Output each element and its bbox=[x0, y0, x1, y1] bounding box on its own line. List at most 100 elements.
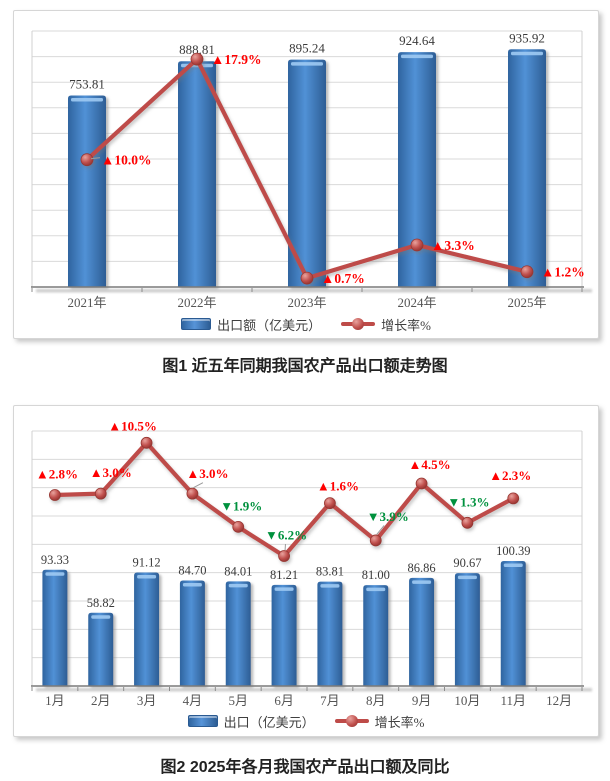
bar bbox=[179, 580, 205, 686]
bar bbox=[317, 581, 343, 686]
legend-item-export: 出口（亿美元） bbox=[187, 712, 315, 731]
value-label: 90.67 bbox=[453, 556, 481, 570]
bar-highlight bbox=[291, 62, 323, 66]
line-marker bbox=[49, 489, 61, 501]
chart2-canvas: 93.33 58.82 91.12 84.70 84.01 81.21 83.81 81.00… bbox=[31, 418, 592, 708]
line-marker bbox=[410, 238, 424, 252]
bar bbox=[134, 572, 160, 686]
chart1-canvas: 753.81 888.81 895.24 924.64 935.92 2021年 2022年… bbox=[31, 30, 592, 310]
value-label: 81.00 bbox=[362, 568, 390, 582]
x-axis-label: 11月 bbox=[500, 693, 526, 708]
bar bbox=[500, 561, 526, 686]
bar bbox=[288, 59, 326, 287]
line-marker-icon bbox=[352, 318, 365, 330]
value-label: 84.70 bbox=[178, 564, 206, 578]
bar bbox=[271, 584, 297, 686]
growth-label: ▲3.0% bbox=[186, 466, 228, 481]
growth-label: ▲10.5% bbox=[108, 418, 157, 433]
bar-highlight bbox=[45, 572, 65, 576]
line-marker bbox=[300, 271, 314, 285]
legend-item-growth-rate: 增长率% bbox=[334, 712, 425, 731]
growth-label: ▲2.8% bbox=[36, 467, 78, 482]
line-marker bbox=[461, 516, 474, 529]
bar bbox=[225, 581, 251, 686]
x-axis-label: 2月 bbox=[91, 693, 111, 708]
legend-label-growth-rate: 增长率% bbox=[374, 714, 425, 730]
value-label: 100.39 bbox=[496, 544, 530, 558]
axis-shadow bbox=[36, 289, 592, 293]
legend-label-export-amount: 出口额（亿美元） bbox=[217, 317, 322, 333]
legend-label-growth-rate: 增长率% bbox=[381, 317, 431, 333]
value-label: 924.64 bbox=[399, 33, 435, 48]
growth-label: ▲17.9% bbox=[211, 52, 262, 67]
bar bbox=[398, 52, 436, 287]
value-label: 895.24 bbox=[289, 41, 325, 56]
bar-highlight bbox=[412, 580, 432, 584]
x-axis-label: 4月 bbox=[183, 693, 203, 708]
chart2-legend: 出口（亿美元） 增长率% bbox=[14, 712, 598, 731]
bar-highlight bbox=[137, 575, 157, 579]
x-axis-label: 2021年 bbox=[67, 295, 106, 310]
growth-label: ▲1.2% bbox=[541, 265, 585, 280]
legend-item-export-amount: 出口额（亿美元） bbox=[181, 315, 321, 334]
x-axis-label: 8月 bbox=[366, 693, 386, 708]
chart1-title: 图1 近五年同期我国农产品出口额走势图 bbox=[162, 358, 448, 375]
label-leader-line bbox=[376, 525, 385, 535]
value-label: 86.86 bbox=[408, 561, 436, 575]
bar-highlight bbox=[511, 51, 543, 56]
growth-label: ▼1.9% bbox=[220, 498, 262, 513]
x-axis-label: 2022年 bbox=[177, 295, 216, 310]
growth-label: ▲2.3% bbox=[489, 468, 531, 483]
bar bbox=[508, 49, 546, 287]
line-marker bbox=[507, 492, 520, 505]
x-axis-label: 7月 bbox=[320, 693, 340, 708]
growth-label: ▲3.3% bbox=[431, 238, 475, 253]
bar-highlight bbox=[228, 583, 248, 588]
bar bbox=[454, 573, 480, 686]
line-marker bbox=[520, 265, 534, 279]
bar bbox=[409, 577, 435, 686]
growth-label: ▲3.0% bbox=[90, 465, 132, 480]
bar-highlight bbox=[182, 583, 202, 587]
label-leader-line bbox=[90, 157, 101, 160]
value-label: 753.81 bbox=[69, 77, 105, 92]
line-series-swatch-icon bbox=[341, 318, 376, 330]
value-label: 84.01 bbox=[224, 564, 252, 578]
growth-line-group bbox=[49, 436, 520, 562]
value-label: 93.33 bbox=[41, 553, 69, 567]
x-axis-label: 3月 bbox=[137, 693, 157, 708]
value-label: 83.81 bbox=[316, 565, 344, 579]
legend-label-export: 出口（亿美元） bbox=[223, 714, 315, 730]
axis-shadow bbox=[36, 688, 592, 692]
bar-series-swatch-icon bbox=[187, 715, 218, 727]
growth-label: ▼3.9% bbox=[367, 509, 409, 524]
growth-label: ▼1.3% bbox=[447, 494, 489, 509]
line-series-swatch-icon bbox=[334, 715, 369, 727]
x-axis-label: 10月 bbox=[454, 693, 480, 708]
line-marker bbox=[94, 487, 107, 500]
line-marker bbox=[324, 497, 336, 510]
value-label: 81.21 bbox=[270, 568, 298, 582]
legend-item-growth-rate: 增长率% bbox=[341, 315, 431, 334]
x-axis-label: 2025年 bbox=[507, 295, 546, 310]
bar bbox=[363, 585, 389, 686]
growth-label: ▲4.5% bbox=[409, 457, 451, 472]
growth-label: ▲0.7% bbox=[321, 271, 365, 286]
line-marker bbox=[190, 52, 204, 66]
bar bbox=[178, 61, 216, 287]
x-axis-label: 9月 bbox=[412, 693, 432, 708]
growth-label: ▲1.6% bbox=[317, 479, 359, 494]
bar-highlight bbox=[401, 54, 433, 59]
bar bbox=[42, 569, 68, 686]
chart1-card: 753.81 888.81 895.24 924.64 935.92 2021年 2022年… bbox=[13, 10, 599, 339]
bar-highlight bbox=[320, 584, 340, 588]
growth-label: ▲10.0% bbox=[101, 153, 152, 168]
value-label: 91.12 bbox=[133, 556, 161, 570]
x-axis-label: 12月 bbox=[546, 693, 572, 708]
bar bbox=[68, 95, 106, 287]
value-label: 58.82 bbox=[87, 596, 115, 610]
x-axis-label: 2023年 bbox=[287, 295, 326, 310]
line-marker bbox=[232, 520, 245, 533]
line-marker bbox=[80, 153, 94, 167]
